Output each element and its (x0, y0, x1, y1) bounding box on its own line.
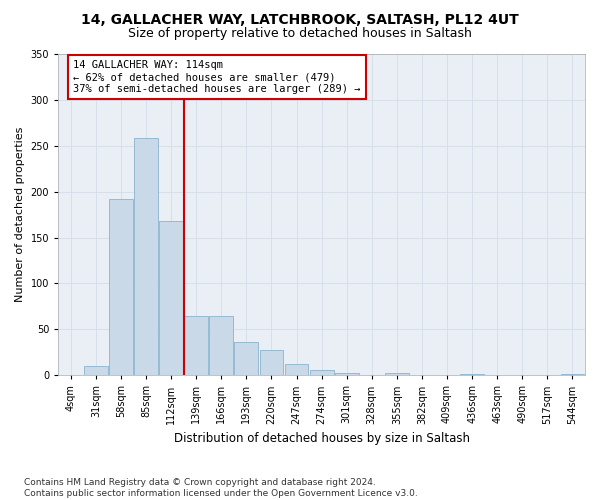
Bar (109, 199, 133, 376)
Bar (560, 374, 584, 376)
Text: Contains HM Land Registry data © Crown copyright and database right 2024.
Contai: Contains HM Land Registry data © Crown c… (24, 478, 418, 498)
Text: 14 GALLACHER WAY: 114sqm
← 62% of detached houses are smaller (479)
37% of semi-: 14 GALLACHER WAY: 114sqm ← 62% of detach… (73, 60, 361, 94)
Bar (159, 221, 183, 376)
Text: 14, GALLACHER WAY, LATCHBROOK, SALTASH, PL12 4UT: 14, GALLACHER WAY, LATCHBROOK, SALTASH, … (81, 12, 519, 26)
X-axis label: Distribution of detached houses by size in Saltash: Distribution of detached houses by size … (173, 432, 470, 445)
Bar (209, 316, 233, 376)
Bar (260, 350, 283, 376)
Bar (335, 374, 359, 376)
Bar (184, 316, 208, 376)
Bar (310, 370, 334, 376)
Bar (84, 366, 108, 376)
Bar (460, 374, 484, 376)
Bar (385, 372, 409, 376)
Y-axis label: Number of detached properties: Number of detached properties (15, 127, 25, 302)
Text: Size of property relative to detached houses in Saltash: Size of property relative to detached ho… (128, 28, 472, 40)
Bar (235, 342, 258, 376)
Bar (284, 364, 308, 376)
Bar (134, 138, 158, 376)
